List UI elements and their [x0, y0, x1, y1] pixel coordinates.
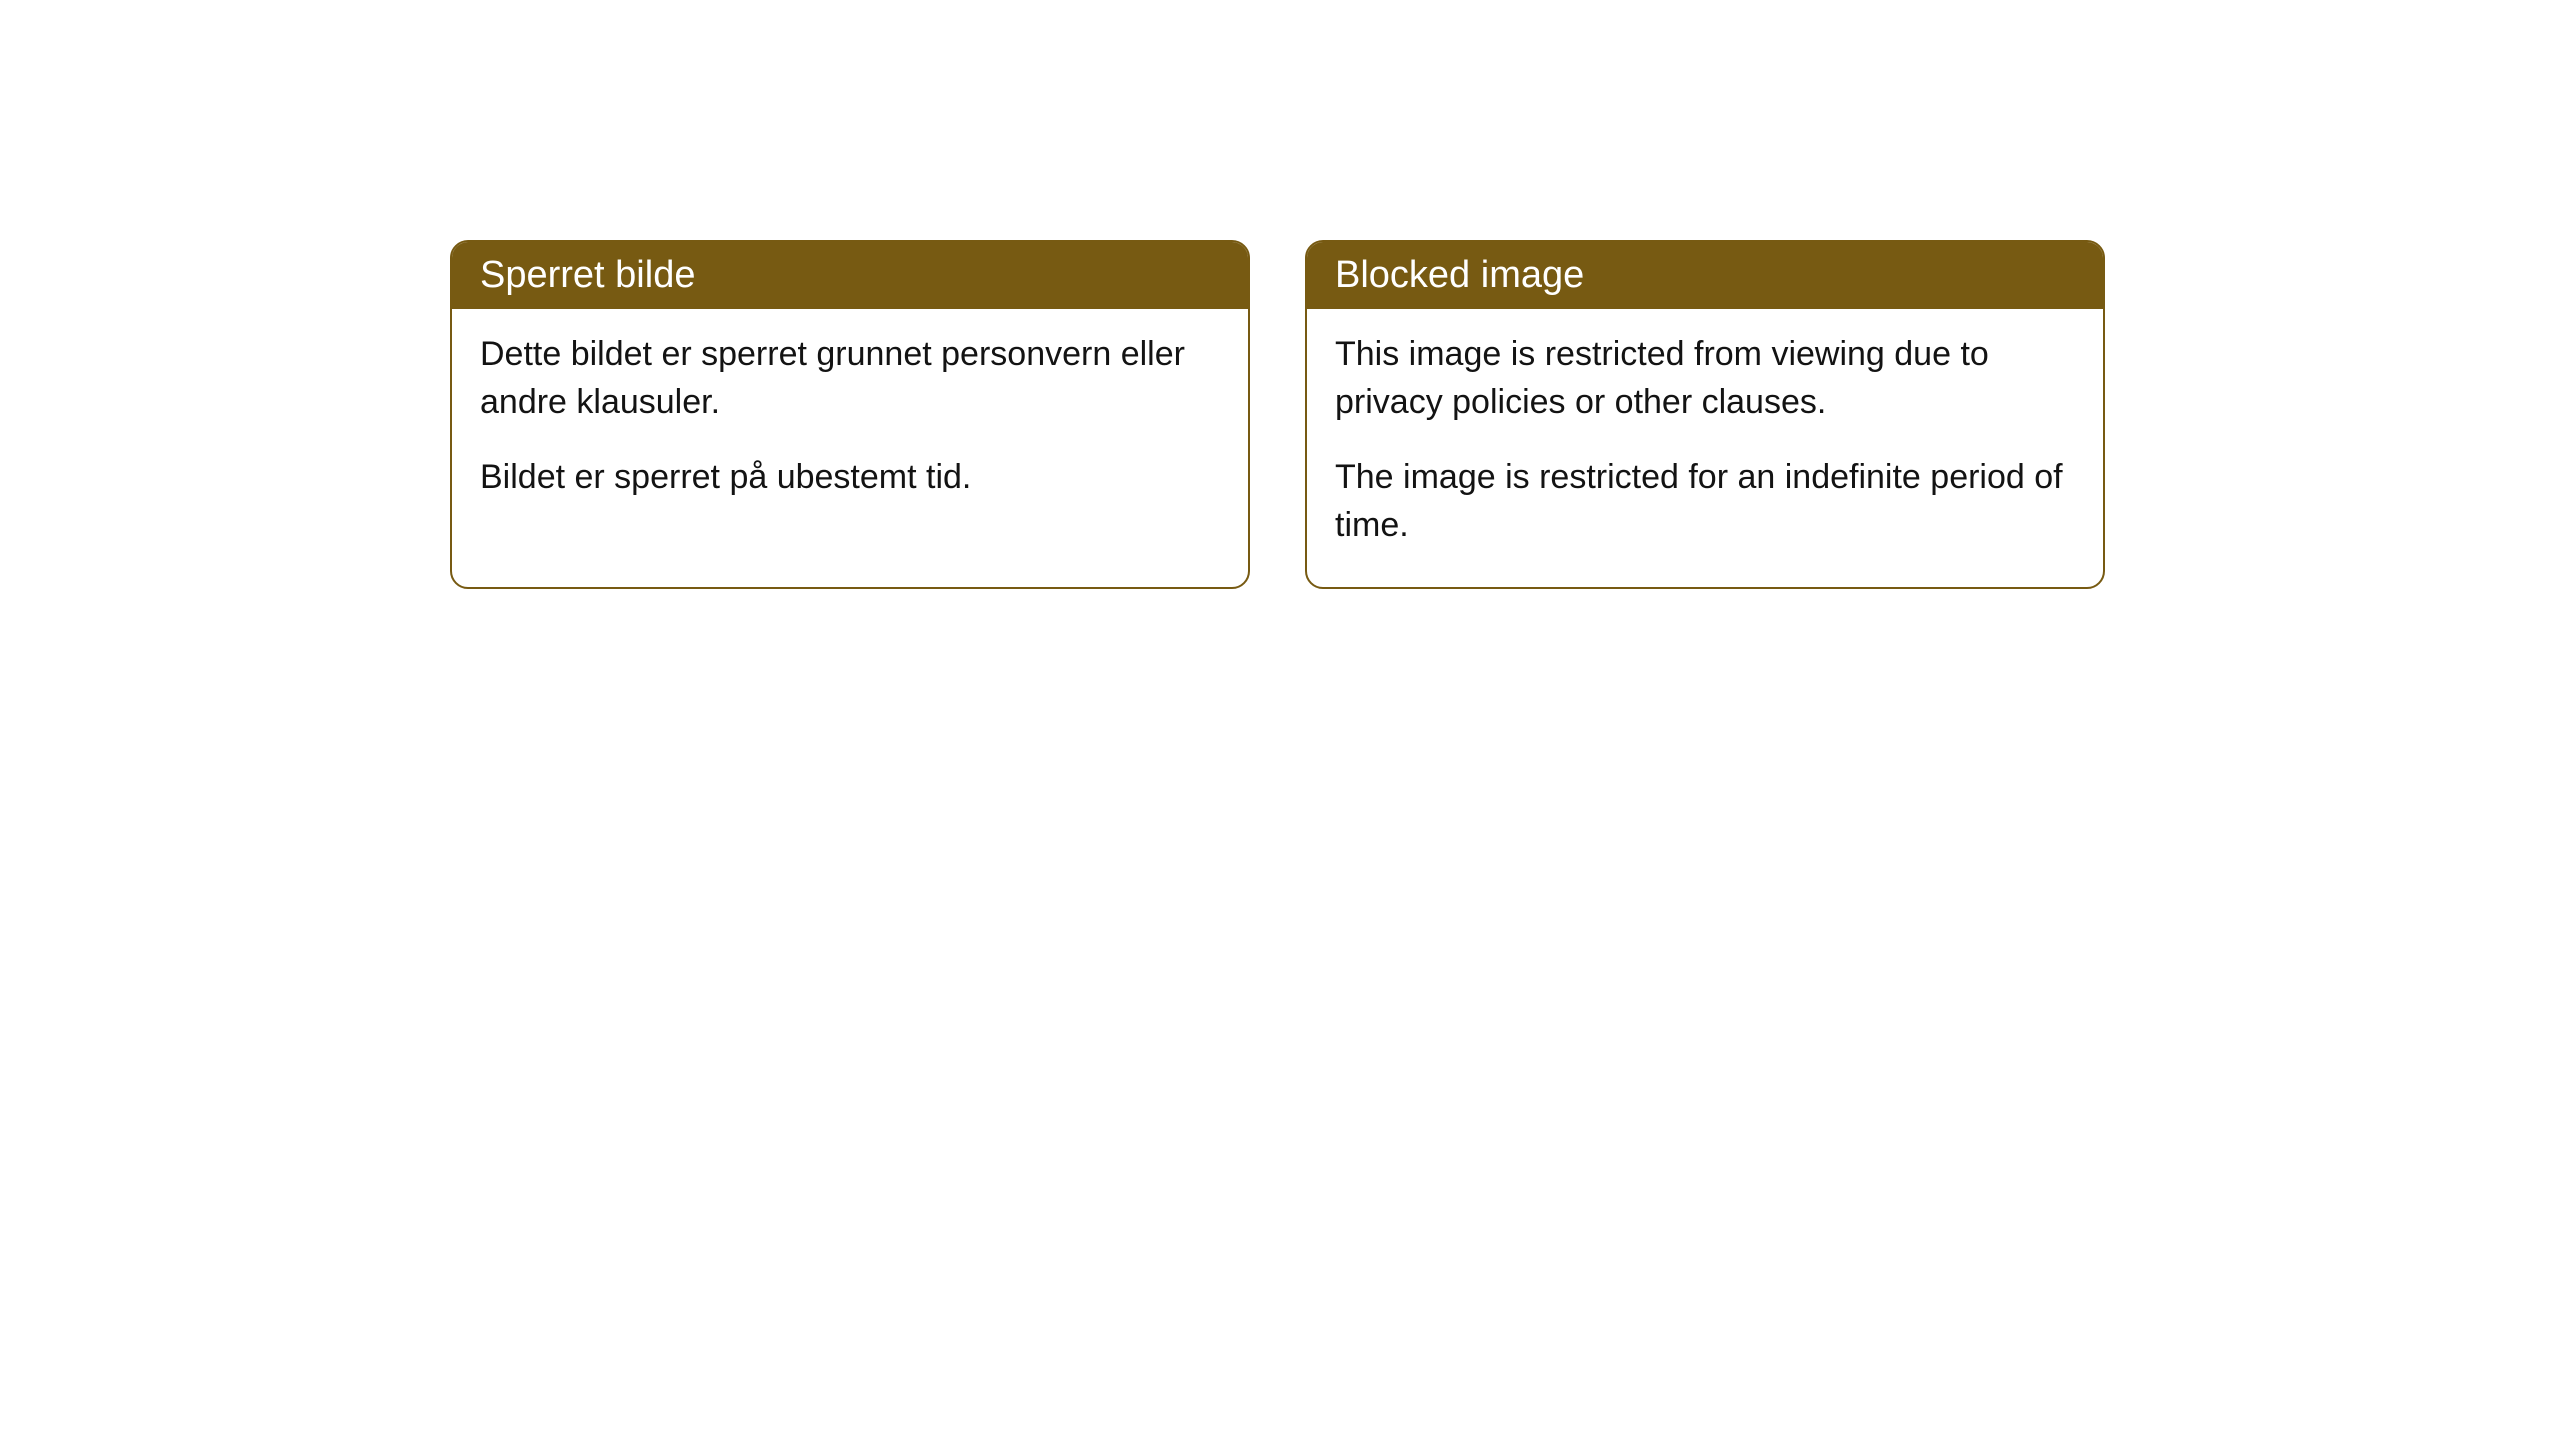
card-title: Sperret bilde	[480, 254, 695, 296]
notice-cards-row: Sperret bilde Dette bildet er sperret gr…	[450, 240, 2560, 589]
card-paragraph: The image is restricted for an indefinit…	[1335, 454, 2075, 549]
notice-card-english: Blocked image This image is restricted f…	[1305, 240, 2105, 589]
card-body: This image is restricted from viewing du…	[1307, 309, 2103, 587]
card-paragraph: Dette bildet er sperret grunnet personve…	[480, 331, 1220, 426]
card-paragraph: This image is restricted from viewing du…	[1335, 331, 2075, 426]
card-title: Blocked image	[1335, 254, 1584, 296]
notice-card-norwegian: Sperret bilde Dette bildet er sperret gr…	[450, 240, 1250, 589]
card-body: Dette bildet er sperret grunnet personve…	[452, 309, 1248, 540]
card-header: Sperret bilde	[452, 242, 1248, 309]
card-header: Blocked image	[1307, 242, 2103, 309]
card-paragraph: Bildet er sperret på ubestemt tid.	[480, 454, 1220, 502]
